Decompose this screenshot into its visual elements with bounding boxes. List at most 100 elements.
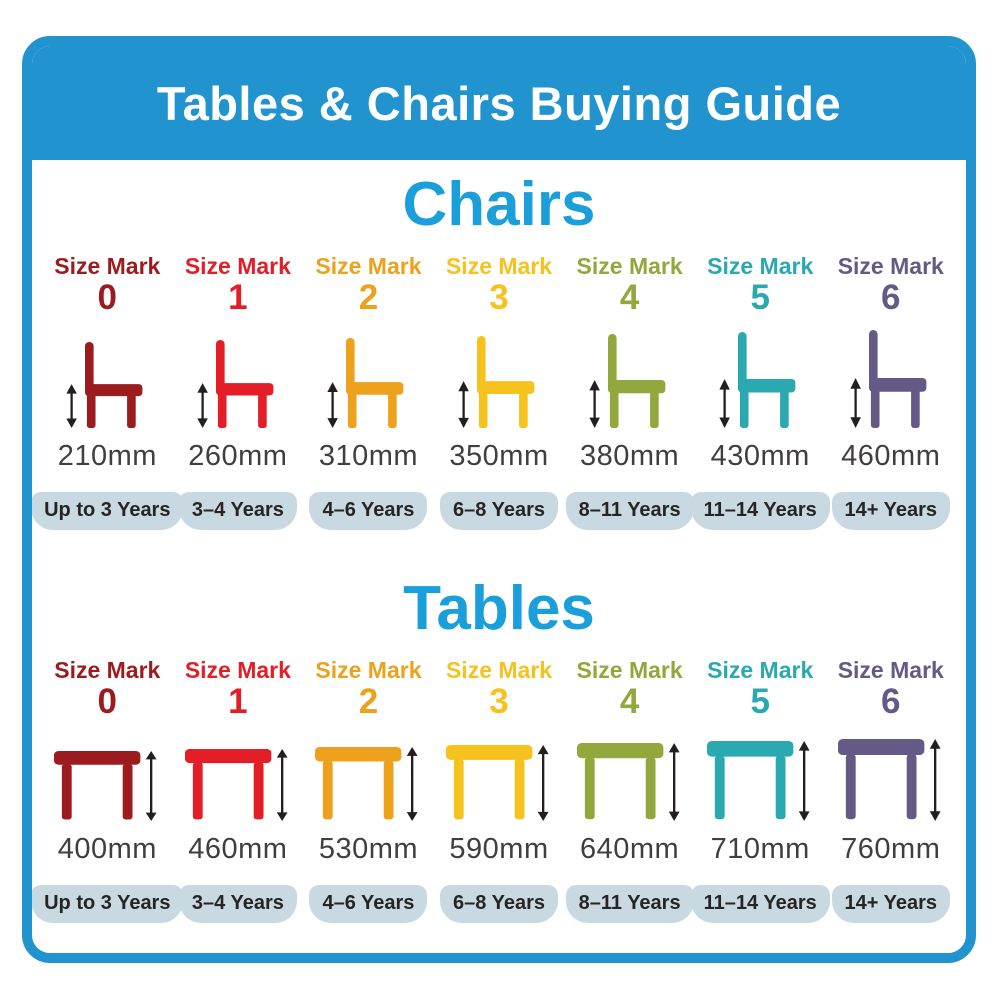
size-mark-label: Size Mark xyxy=(54,657,161,684)
chair-icon xyxy=(197,340,274,429)
chairs-heading: Chairs xyxy=(402,170,596,239)
chair-icon xyxy=(719,332,796,429)
chair-icon xyxy=(588,334,665,429)
height-measurement: 400mm xyxy=(57,832,157,865)
size-mark-label: Size Mark xyxy=(707,253,814,280)
tables-columns: Size Mark 0 400mm Up to 3 Years Size Mar… xyxy=(32,657,966,923)
size-mark-label: Size Mark xyxy=(837,253,944,280)
age-range-badge: 6–8 Years xyxy=(440,492,558,531)
size-mark-number: 0 xyxy=(97,277,118,317)
size-mark-label: Size Mark xyxy=(54,253,161,280)
size-mark-label: Size Mark xyxy=(837,657,944,684)
size-mark-number: 2 xyxy=(358,277,379,317)
size-column: Size Mark 0 210mm Up to 3 Years xyxy=(32,253,184,531)
height-measurement: 210mm xyxy=(57,440,157,473)
tables-heading: Tables xyxy=(403,574,595,644)
height-measurement: 460mm xyxy=(841,440,941,473)
age-range-badge: 3–4 Years xyxy=(178,492,297,531)
size-column: Size Mark 4 380mm 8–11 Years xyxy=(564,253,695,531)
size-mark-label: Size Mark xyxy=(184,253,291,280)
header-bar: Tables & Chairs Buying Guide xyxy=(32,46,966,160)
icon-wrap xyxy=(54,737,160,821)
table-icon xyxy=(184,748,288,821)
age-range-badge: 11–14 Years xyxy=(690,884,830,923)
height-measurement: 380mm xyxy=(580,440,680,473)
age-range-badge: Up to 3 Years xyxy=(32,884,184,923)
buying-guide-card: Tables & Chairs Buying Guide Chairs Size… xyxy=(22,36,976,963)
icon-wrap xyxy=(315,737,421,821)
height-measurement: 760mm xyxy=(841,832,941,865)
size-column: Size Mark 1 260mm 3–4 Years xyxy=(173,253,304,531)
size-mark-number: 5 xyxy=(750,277,770,317)
icon-wrap xyxy=(455,326,543,429)
size-column: Size Mark 6 460mm 14+ Years xyxy=(825,253,956,531)
size-mark-label: Size Mark xyxy=(576,657,683,684)
chair-icon xyxy=(66,342,143,429)
tables-section: Tables Size Mark 0 400mm Up to 3 Years S… xyxy=(32,574,966,923)
icon-wrap xyxy=(576,737,683,821)
icon-wrap xyxy=(194,326,282,429)
icon-wrap xyxy=(324,326,412,429)
icon-wrap xyxy=(707,737,813,821)
age-range-badge: 11–14 Years xyxy=(690,492,830,531)
size-mark-number: 1 xyxy=(228,681,248,721)
table-icon xyxy=(446,744,549,821)
icon-wrap xyxy=(184,737,291,821)
age-range-badge: 4–6 Years xyxy=(309,884,428,923)
size-mark-number: 4 xyxy=(619,277,640,317)
size-column: Size Mark 6 760mm 14+ Years xyxy=(825,657,956,923)
icon-wrap xyxy=(63,326,151,429)
age-range-badge: 8–11 Years xyxy=(565,884,694,923)
height-measurement: 260mm xyxy=(188,440,288,473)
page-title: Tables & Chairs Buying Guide xyxy=(156,76,842,130)
chair-icon xyxy=(458,336,535,429)
size-column: Size Mark 2 530mm 4–6 Years xyxy=(303,657,434,923)
size-column: Size Mark 1 460mm 3–4 Years xyxy=(173,657,304,923)
chair-icon xyxy=(850,330,927,429)
age-range-badge: 8–11 Years xyxy=(565,492,694,531)
height-measurement: 530mm xyxy=(318,832,419,865)
chairs-section: Chairs Size Mark 0 210mm Up to 3 Years S… xyxy=(32,170,966,531)
height-measurement: 310mm xyxy=(318,440,419,473)
age-range-badge: 14+ Years xyxy=(831,492,951,531)
size-mark-label: Size Mark xyxy=(576,253,683,280)
size-column: Size Mark 5 430mm 11–14 Years xyxy=(690,253,830,531)
table-icon xyxy=(54,750,157,821)
age-range-badge: 6–8 Years xyxy=(440,884,558,923)
size-mark-label: Size Mark xyxy=(315,253,422,280)
size-mark-number: 1 xyxy=(228,277,248,317)
icon-wrap xyxy=(446,737,552,821)
size-mark-number: 4 xyxy=(619,681,640,721)
size-column: Size Mark 3 590mm 6–8 Years xyxy=(434,657,565,923)
height-measurement: 430mm xyxy=(710,440,810,473)
size-column: Size Mark 4 640mm 8–11 Years xyxy=(564,657,695,923)
icon-wrap xyxy=(847,326,935,429)
age-range-badge: 4–6 Years xyxy=(309,492,428,531)
age-range-badge: 14+ Years xyxy=(831,884,951,923)
chair-icon xyxy=(327,338,404,429)
size-mark-number: 0 xyxy=(97,681,118,721)
table-icon xyxy=(707,740,810,821)
size-column: Size Mark 3 350mm 6–8 Years xyxy=(434,253,565,531)
height-measurement: 640mm xyxy=(580,832,680,865)
size-mark-label: Size Mark xyxy=(445,253,553,280)
size-mark-label: Size Mark xyxy=(445,657,553,684)
height-measurement: 710mm xyxy=(710,832,810,865)
size-column: Size Mark 2 310mm 4–6 Years xyxy=(303,253,434,531)
table-icon xyxy=(315,746,419,821)
age-range-badge: Up to 3 Years xyxy=(32,492,184,531)
height-measurement: 460mm xyxy=(188,832,288,865)
table-icon xyxy=(576,742,680,821)
size-mark-number: 3 xyxy=(489,681,509,721)
icon-wrap xyxy=(837,737,944,821)
age-range-badge: 3–4 Years xyxy=(178,884,297,923)
size-mark-number: 2 xyxy=(358,681,379,721)
size-mark-number: 3 xyxy=(489,277,509,317)
size-mark-number: 6 xyxy=(881,681,901,721)
size-mark-label: Size Mark xyxy=(184,657,291,684)
chairs-columns: Size Mark 0 210mm Up to 3 Years Size Mar… xyxy=(32,253,966,531)
size-column: Size Mark 5 710mm 11–14 Years xyxy=(690,657,830,923)
icon-wrap xyxy=(586,326,674,429)
size-mark-number: 5 xyxy=(750,681,770,721)
icon-wrap xyxy=(716,326,804,429)
